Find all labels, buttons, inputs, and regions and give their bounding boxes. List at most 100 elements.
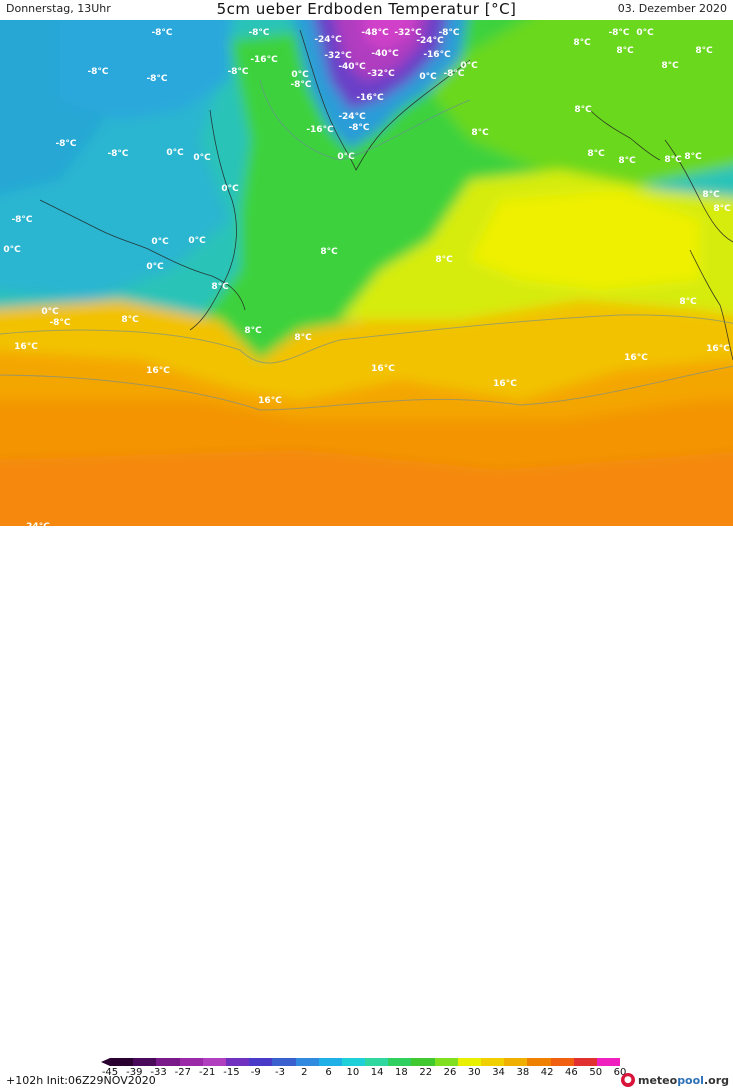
colorbar-segment [388, 1058, 412, 1066]
temperature-label: 8°C [471, 128, 489, 138]
colorbar-segment [457, 1058, 481, 1066]
temperature-label: -8°C [608, 28, 629, 38]
colorbar-segment [596, 1058, 621, 1066]
temperature-label: -16°C [423, 50, 451, 60]
temperature-label: 0°C [221, 184, 239, 194]
colorbar-segment [411, 1058, 435, 1066]
colorbar-tick-label: 34 [492, 1067, 505, 1078]
forecast-day-time: Donnerstag, 13Uhr [6, 2, 111, 15]
colorbar-tick-label: 2 [301, 1067, 308, 1078]
temperature-label: -32°C [324, 51, 352, 61]
colorbar-segment [272, 1058, 296, 1066]
temperature-label: -40°C [371, 49, 399, 59]
temperature-label: 8°C [684, 152, 702, 162]
temperature-label: 8°C [618, 156, 636, 166]
temperature-label: 8°C [695, 46, 713, 56]
colorbar-segment [504, 1058, 528, 1066]
temperature-label: 8°C [211, 282, 229, 292]
temperature-label: 8°C [664, 155, 682, 165]
temperature-label: 0°C [460, 61, 478, 71]
colorbar-tick-label: 10 [346, 1067, 360, 1078]
colorbar-tick-label: 22 [419, 1067, 433, 1078]
colorbar-segment [481, 1058, 505, 1066]
map-title: 5cm ueber Erdboden Temperatur [°C] [216, 0, 517, 18]
temperature-label: -8°C [107, 149, 128, 159]
temperature-label: -8°C [290, 80, 311, 90]
temperature-label: 0°C [188, 236, 206, 246]
temperature-label: 16°C [624, 353, 648, 363]
colorbar-tick-label: -21 [198, 1067, 216, 1078]
temperature-label: 8°C [294, 333, 312, 343]
temperature-label: 8°C [661, 61, 679, 71]
colorbar-segment [202, 1058, 226, 1066]
temperature-label: -48°C [361, 28, 389, 38]
coastlines [39, 29, 733, 361]
temperature-label: -8°C [348, 123, 369, 133]
temperature-label: 0°C [146, 262, 164, 272]
temperature-label: 0°C [41, 307, 59, 317]
temperature-label: -8°C [248, 28, 269, 38]
colorbar-segment [318, 1058, 342, 1066]
colorbar-tick-label: -27 [174, 1067, 192, 1078]
temperature-label: 0°C [337, 152, 355, 162]
colorbar-segment [295, 1058, 319, 1066]
colorbar-tick-label: 38 [516, 1067, 530, 1078]
colorbar-tick-label: -9 [250, 1067, 261, 1078]
temperature-field [0, 20, 733, 526]
colorbar-tick-label: 26 [443, 1067, 457, 1078]
temperature-label: -8°C [55, 139, 76, 149]
temperature-label: -32°C [394, 28, 422, 38]
colorbar-tick-label: -3 [275, 1067, 285, 1078]
temperature-label: 16°C [493, 379, 517, 389]
temperature-label: -8°C [151, 28, 172, 38]
temperature-label: 8°C [616, 46, 634, 56]
isotherm-lines [0, 79, 733, 411]
colorbar-segment [249, 1058, 273, 1066]
colorbar-tick-label: 42 [540, 1067, 554, 1078]
colorbar-segment [341, 1058, 366, 1066]
temperature-label: 0°C [193, 153, 211, 163]
temperature-label: 8°C [244, 326, 262, 336]
temperature-label: 16°C [146, 366, 170, 376]
temperature-map: -8°C -8°C-24°C-48°C -32°C -8°C-32°C -40°C -16… [0, 20, 733, 526]
colorbar-segment [434, 1058, 458, 1066]
colorbar-tick-label: 46 [565, 1067, 578, 1078]
colorbar-segment [550, 1058, 574, 1066]
colorbar-segment [110, 1058, 134, 1066]
colorbar-segment [365, 1058, 389, 1066]
temperature-label: 8°C [574, 105, 592, 115]
colorbar-segment [225, 1058, 250, 1066]
temperature-label: 24°C [26, 522, 50, 526]
colorbar-tick-label: 50 [589, 1067, 603, 1078]
temperature-label: 0°C [3, 245, 21, 255]
colorbar-segment [156, 1058, 180, 1066]
temperature-label: -8°C [87, 67, 108, 77]
colorbar-segment [179, 1058, 203, 1066]
temperature-label: 16°C [14, 342, 38, 352]
colorbar-tick-label: 14 [370, 1067, 384, 1078]
temperature-label: 0°C [636, 28, 654, 38]
temperature-label: 16°C [371, 364, 395, 374]
colorbar-tick-labels: -45 -39 -33 -27 -21 -15 -9 -3 2 6 10 14 18 22 26 30 34 38… [102, 1067, 627, 1081]
temperature-label: 8°C [587, 149, 605, 159]
colorbar-segment [133, 1058, 157, 1066]
temperature-label: 8°C [679, 297, 697, 307]
temperature-label: -8°C [49, 318, 70, 328]
temperature-label: -16°C [306, 125, 334, 135]
temperature-label: -24°C [338, 112, 366, 122]
temperature-label: -32°C [367, 69, 395, 79]
colorbar-tick-label: 6 [325, 1067, 332, 1078]
forecast-date: 03. Dezember 2020 [617, 2, 727, 15]
temperature-label: 0°C [419, 72, 437, 82]
temperature-label: 8°C [713, 204, 731, 214]
colorbar-arrow-icon [101, 1058, 110, 1066]
model-run-info: +102h Init:06Z29NOV2020 [6, 1074, 156, 1087]
meteopool-logo-icon: ● [620, 1073, 635, 1087]
map-temperature-labels: -8°C -8°C-24°C-48°C -32°C -8°C-32°C -40°C -16… [3, 28, 731, 526]
temperature-label: 16°C [258, 396, 282, 406]
colorbar-tick-label: 30 [467, 1067, 481, 1078]
header-bar: Donnerstag, 13Uhr 5cm ueber Erdboden Tem… [0, 0, 733, 20]
temperature-label: -24°C [416, 36, 444, 46]
temperature-label: 16°C [706, 344, 730, 354]
meteopool-logo[interactable]: ● meteopool.org [620, 1072, 729, 1088]
